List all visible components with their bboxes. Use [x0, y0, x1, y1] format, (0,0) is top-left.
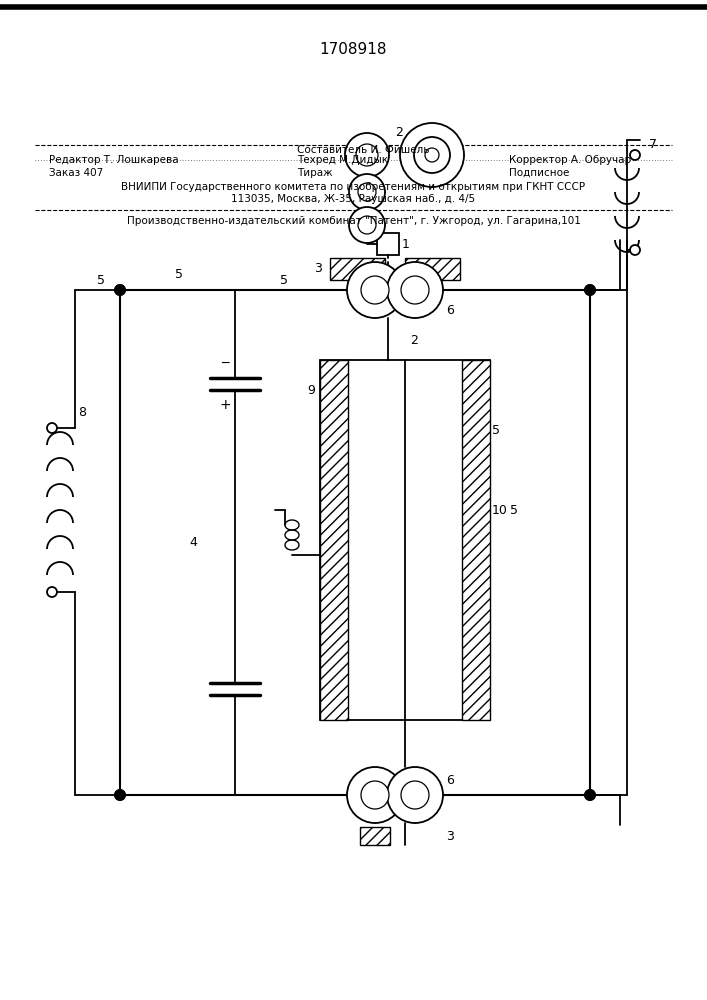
- Circle shape: [361, 276, 389, 304]
- Bar: [320, 360, 490, 720]
- Text: 113035, Москва, Ж-35, Раушская наб., д. 4/5: 113035, Москва, Ж-35, Раушская наб., д. …: [231, 194, 476, 204]
- Text: 3: 3: [314, 262, 322, 275]
- Text: 8: 8: [78, 406, 86, 418]
- Circle shape: [345, 133, 389, 177]
- Circle shape: [401, 781, 429, 809]
- Text: 6: 6: [446, 304, 454, 316]
- Text: ВНИИПИ Государственного комитета по изобретениям и открытиям при ГКНТ СССР: ВНИИПИ Государственного комитета по изоб…: [122, 182, 585, 192]
- Text: Заказ 407: Заказ 407: [49, 168, 104, 178]
- Text: +: +: [219, 398, 230, 412]
- Circle shape: [349, 207, 385, 243]
- Text: Составитель И. Фишель: Составитель И. Фишель: [297, 145, 429, 155]
- Text: 1: 1: [402, 237, 410, 250]
- Circle shape: [400, 123, 464, 187]
- Circle shape: [115, 790, 125, 800]
- Circle shape: [115, 285, 125, 295]
- Text: 10: 10: [492, 504, 508, 516]
- Circle shape: [358, 183, 376, 201]
- Circle shape: [47, 587, 57, 597]
- Circle shape: [47, 423, 57, 433]
- Text: 5: 5: [492, 424, 500, 436]
- Circle shape: [358, 216, 376, 234]
- Text: 5: 5: [175, 268, 183, 282]
- Circle shape: [585, 285, 595, 295]
- Bar: [330, 258, 385, 280]
- Text: 5: 5: [97, 273, 105, 286]
- Text: Подписное: Подписное: [509, 168, 569, 178]
- Text: 9: 9: [307, 383, 315, 396]
- Text: 1708918: 1708918: [320, 42, 387, 57]
- Bar: [360, 827, 390, 845]
- Circle shape: [115, 790, 125, 800]
- Bar: [320, 360, 348, 720]
- Circle shape: [414, 137, 450, 173]
- Text: 5: 5: [280, 273, 288, 286]
- Text: 7: 7: [649, 138, 657, 151]
- Text: 2: 2: [410, 334, 418, 347]
- Text: 5: 5: [510, 504, 518, 516]
- Circle shape: [630, 150, 640, 160]
- Text: Корректор А. Обручар: Корректор А. Обручар: [509, 155, 631, 165]
- Circle shape: [387, 262, 443, 318]
- Circle shape: [425, 148, 439, 162]
- Circle shape: [115, 285, 125, 295]
- Circle shape: [585, 790, 595, 800]
- Text: Тираж: Тираж: [297, 168, 332, 178]
- Circle shape: [585, 790, 595, 800]
- Text: Техред М.Дидык: Техред М.Дидык: [297, 155, 388, 165]
- Circle shape: [387, 767, 443, 823]
- Circle shape: [349, 174, 385, 210]
- Bar: [377, 233, 399, 255]
- Text: Производственно-издательский комбинат "Патент", г. Ужгород, ул. Гагарина,101: Производственно-издательский комбинат "П…: [127, 216, 580, 226]
- Circle shape: [347, 262, 403, 318]
- Text: Редактор Т. Лошкарева: Редактор Т. Лошкарева: [49, 155, 179, 165]
- Circle shape: [401, 276, 429, 304]
- Circle shape: [356, 144, 378, 166]
- Bar: [405, 258, 460, 280]
- Bar: [462, 360, 490, 720]
- Text: ─: ─: [221, 357, 229, 370]
- Circle shape: [361, 781, 389, 809]
- Text: 4: 4: [189, 536, 197, 550]
- Circle shape: [630, 245, 640, 255]
- Circle shape: [585, 285, 595, 295]
- Circle shape: [347, 767, 403, 823]
- Text: 3: 3: [446, 830, 454, 842]
- Text: 6: 6: [446, 774, 454, 786]
- Text: 2: 2: [395, 125, 403, 138]
